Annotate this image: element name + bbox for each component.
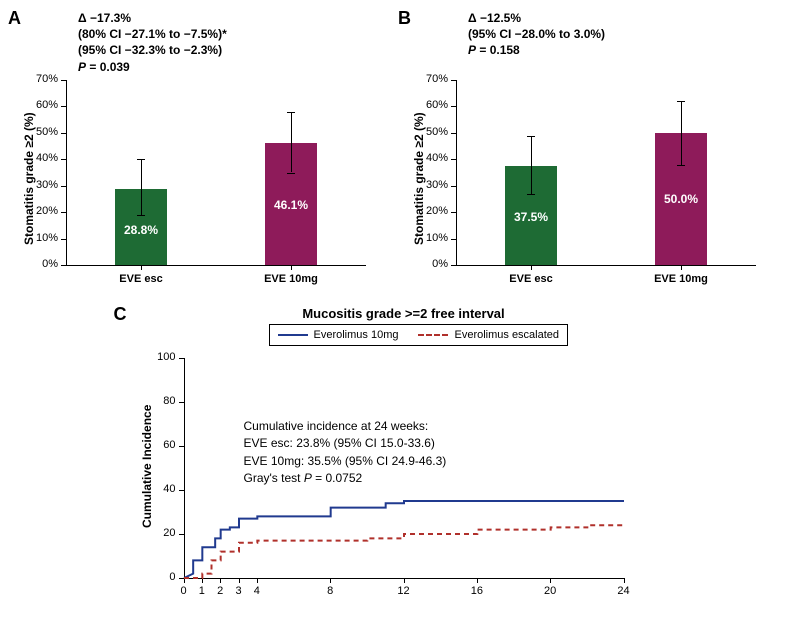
ytick-label: 60% — [416, 99, 448, 111]
panel-letter-a: A — [8, 8, 21, 29]
ytick-label: 70% — [416, 73, 448, 85]
xtick-label: EVE esc — [481, 273, 581, 285]
legend-label: Everolimus 10mg — [314, 329, 399, 341]
xtick-label: EVE esc — [91, 273, 191, 285]
panel-letter-b: B — [398, 8, 411, 29]
ytick-label: 20 — [148, 527, 176, 539]
xtick-label: 4 — [242, 585, 272, 597]
legend: Everolimus 10mg Everolimus escalated — [269, 324, 569, 346]
series-eve10 — [184, 501, 624, 578]
ytick-label: 70% — [26, 73, 58, 85]
bar-value-label: 28.8% — [115, 223, 168, 237]
xtick-label: 8 — [315, 585, 345, 597]
legend-label: Everolimus escalated — [454, 329, 559, 341]
xtick-label: EVE 10mg — [241, 273, 341, 285]
ytick-label: 100 — [148, 351, 176, 363]
y-axis-label: Stomatitis grade ≥2 (%) — [22, 112, 36, 245]
xtick-label: 20 — [535, 585, 565, 597]
bar-value-label: 50.0% — [655, 192, 708, 206]
panel-b: B Δ −12.5% (95% CI −28.0% to 3.0%) P = 0… — [398, 8, 778, 298]
panel-c: C Mucositis grade >=2 free interval Evero… — [114, 298, 674, 628]
panel-b-annot: Δ −12.5% (95% CI −28.0% to 3.0%) P = 0.1… — [468, 10, 605, 59]
panel-a-annot: Δ −17.3% (80% CI −27.1% to −7.5%)* (95% … — [78, 10, 227, 75]
bar-value-label: 46.1% — [265, 198, 318, 212]
bar-value-label: 37.5% — [505, 210, 558, 224]
xtick-label: 12 — [389, 585, 419, 597]
xtick-label: 24 — [609, 585, 639, 597]
ytick-label: 0 — [148, 571, 176, 583]
ytick-label: 0% — [26, 258, 58, 270]
panel-a: A Δ −17.3% (80% CI −27.1% to −7.5%)* (95… — [8, 8, 388, 298]
ytick-label: 0% — [416, 258, 448, 270]
xtick-label: 16 — [462, 585, 492, 597]
panel-c-title: Mucositis grade >=2 free interval — [184, 306, 624, 321]
xtick-label: EVE 10mg — [631, 273, 731, 285]
y-axis-label: Stomatitis grade ≥2 (%) — [412, 112, 426, 245]
y-axis-label: Cumulative Incidence — [140, 405, 154, 528]
ytick-label: 60% — [26, 99, 58, 111]
panel-letter-c: C — [114, 304, 127, 325]
panel-c-annot: Cumulative incidence at 24 weeks:EVE esc… — [244, 418, 447, 488]
series-eveesc — [184, 525, 624, 578]
